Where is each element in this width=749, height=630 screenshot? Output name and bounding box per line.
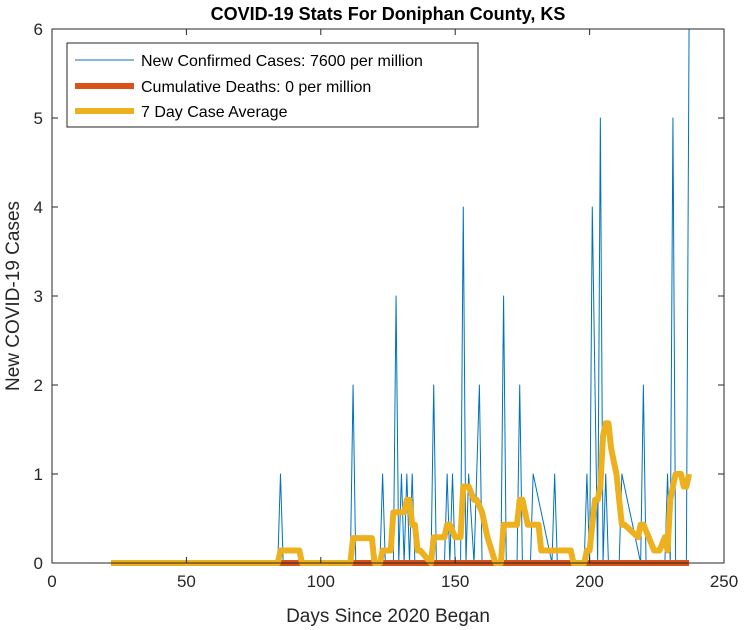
y-tick-label: 4	[34, 198, 43, 217]
y-axis-ticks: 0 1 2 3 4 5 6	[34, 20, 724, 573]
y-axis-label: New COVID-19 Cases	[3, 201, 24, 391]
y-tick-label: 2	[34, 376, 43, 395]
x-axis-label: Days Since 2020 Began	[286, 606, 490, 627]
legend-entry-new-confirmed-cases-label: New Confirmed Cases: 7600 per million	[141, 53, 423, 70]
x-tick-label: 100	[307, 572, 335, 591]
y-tick-label: 3	[34, 287, 43, 306]
x-tick-label: 200	[575, 572, 603, 591]
legend-entry-cumulative-deaths-label: Cumulative Deaths: 0 per million	[141, 79, 371, 96]
x-tick-label: 0	[47, 572, 56, 591]
x-tick-label: 50	[177, 572, 196, 591]
y-tick-label: 1	[34, 465, 43, 484]
x-tick-label: 150	[441, 572, 469, 591]
y-tick-label: 0	[34, 554, 43, 573]
chart-title: COVID-19 Stats For Doniphan County, KS	[211, 4, 566, 24]
legend-box	[66, 42, 479, 128]
x-axis-ticks: 0 50 100 150 200 250	[47, 29, 738, 591]
y-tick-label: 5	[34, 109, 43, 128]
legend-entry-7-day-average-label: 7 Day Case Average	[141, 104, 288, 121]
y-tick-label: 6	[34, 20, 43, 39]
series-7-day-average	[111, 420, 692, 566]
legend: New Confirmed Cases: 7600 per million Cum…	[66, 42, 479, 128]
x-tick-label: 250	[710, 572, 738, 591]
